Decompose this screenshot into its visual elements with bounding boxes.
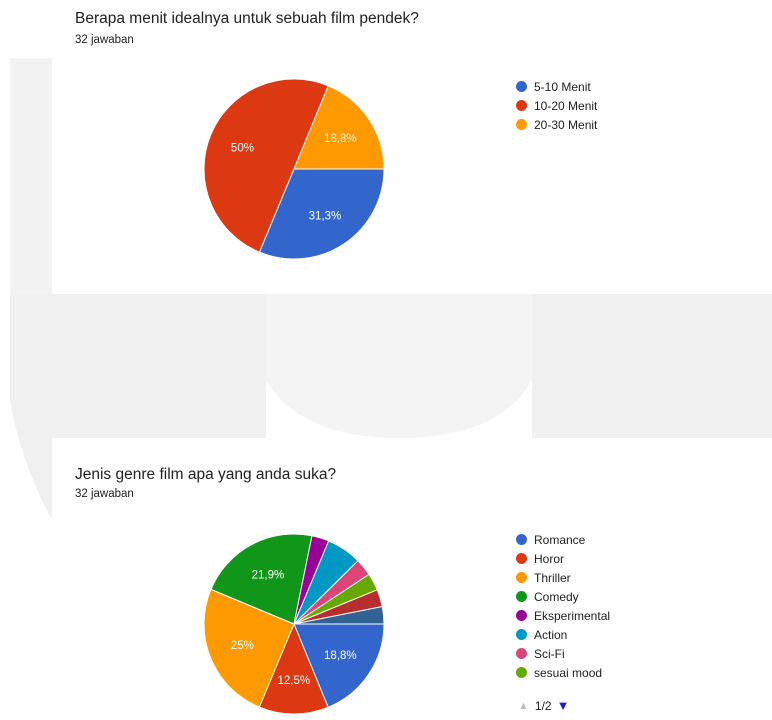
legend-item: Romance [516, 530, 610, 549]
data-label: 50% [231, 143, 254, 155]
question-title: Jenis genre film apa yang anda suka? [75, 466, 337, 483]
legend-item: Eksperimental [516, 606, 610, 625]
legend-swatch [516, 534, 527, 545]
legend-item: Action [516, 625, 610, 644]
legend-swatch [516, 610, 527, 621]
legend-swatch [516, 591, 527, 602]
legend-duration: 5-10 Menit 10-20 Menit 20-30 Menit [516, 77, 597, 134]
legend-swatch [516, 100, 527, 111]
pie-chart-duration: 31,3% 50% 18,8% [203, 78, 385, 260]
data-label: 18,8% [324, 133, 357, 145]
legend-label: sesuai mood [534, 665, 603, 680]
question-card-duration: Berapa menit idealnya untuk sebuah film … [52, 0, 772, 294]
legend-label: 10-20 Menit [534, 98, 598, 113]
legend-label: Comedy [534, 589, 579, 604]
pie-slice-20-30-menit[interactable] [293, 85, 385, 170]
legend-label: Eksperimental [534, 608, 611, 623]
data-label: 12,5% [278, 675, 311, 687]
legend-item: Thriller [516, 568, 610, 587]
legend-swatch [516, 629, 527, 640]
legend-item: sesuai mood [516, 663, 610, 682]
legend-swatch [516, 572, 527, 583]
legend-item: 5-10 Menit [516, 77, 597, 96]
legend-pager: ▲ 1/2 ▼ [518, 698, 569, 713]
response-count: 32 jawaban [75, 34, 134, 46]
legend-item: Sci-Fi [516, 644, 610, 663]
triangle-down-icon[interactable]: ▼ [556, 698, 570, 713]
legend-label: 5-10 Menit [534, 79, 591, 94]
legend-genre: Romance Horor Thriller Comedy Eksperimental A… [516, 530, 610, 682]
legend-label: Thriller [534, 570, 571, 585]
pie-slice-slice-9[interactable] [293, 605, 385, 625]
legend-label: Horor [534, 551, 565, 566]
legend-item: Comedy [516, 587, 610, 606]
data-label: 31,3% [309, 210, 342, 222]
pie-chart-genre: 18,8% 12,5% 25% 21,9% [203, 533, 385, 715]
legend-item: Horor [516, 549, 610, 568]
data-label: 18,8% [324, 650, 357, 662]
question-card-genre: Jenis genre film apa yang anda suka? 32 … [52, 438, 772, 715]
legend-label: Sci-Fi [534, 646, 565, 661]
legend-swatch [516, 553, 527, 564]
pie-slice-5-10-menit[interactable] [258, 168, 385, 260]
legend-item: 10-20 Menit [516, 96, 597, 115]
data-label: 21,9% [252, 570, 285, 582]
response-count: 32 jawaban [75, 488, 134, 500]
data-label: 25% [231, 640, 254, 652]
pie-slice-thriller[interactable] [203, 588, 295, 708]
pager-text: 1/2 [534, 698, 552, 713]
legend-label: Action [534, 627, 568, 642]
legend-label: Romance [534, 532, 586, 547]
legend-item: 20-30 Menit [516, 115, 597, 134]
triangle-up-icon[interactable]: ▲ [518, 699, 529, 712]
legend-swatch [516, 648, 527, 659]
legend-swatch [516, 667, 527, 678]
question-title: Berapa menit idealnya untuk sebuah film … [75, 10, 419, 27]
pie-slice-romance[interactable] [293, 623, 385, 708]
legend-swatch [516, 81, 527, 92]
pie-slice-comedy[interactable] [210, 533, 313, 625]
legend-swatch [516, 119, 527, 130]
pie-slice-10-20-menit[interactable] [203, 78, 329, 253]
legend-label: 20-30 Menit [534, 117, 598, 132]
